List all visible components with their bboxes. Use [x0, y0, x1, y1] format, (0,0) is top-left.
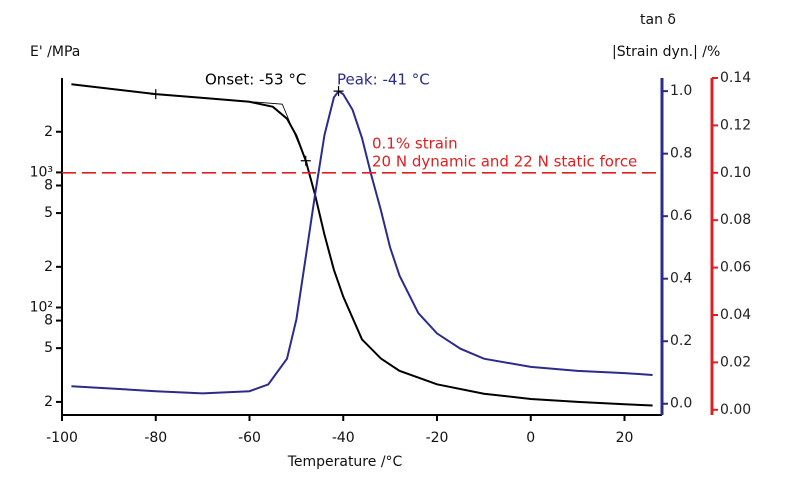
annotation: 0.1% strain: [372, 135, 458, 153]
x-tick-label: 0: [526, 430, 535, 446]
y3-tick-label: 0.12: [720, 117, 751, 133]
x-tick-label: 20: [616, 430, 634, 446]
y-tick-label: 10²: [30, 299, 53, 315]
y2-tick-label: 0.2: [670, 333, 692, 349]
y2-tick-label: 1.0: [670, 83, 692, 99]
annotation: Peak: -41 °C: [337, 71, 430, 89]
y-tick-label: 10³: [30, 164, 53, 180]
y2-tick-label: 0.0: [670, 396, 692, 412]
annotation: Onset: -53 °C: [205, 71, 306, 89]
series-line: [71, 83, 653, 407]
y3-tick-label: 0.10: [720, 165, 751, 181]
crosshair-marker: [150, 89, 161, 100]
crosshair-marker: [333, 86, 344, 97]
y-tick-label: 2: [44, 124, 53, 140]
y3-tick-label: 0.02: [720, 354, 751, 370]
y3-tick-label: 0.00: [720, 402, 751, 418]
x-tick-label: -100: [46, 430, 78, 446]
y2-tick-label: 0.8: [670, 146, 692, 162]
y3-tick-label: 0.14: [720, 70, 751, 86]
y-tick-label: 2: [44, 259, 53, 275]
x-tick-label: -60: [238, 430, 261, 446]
y3-tick-label: 0.04: [720, 307, 751, 323]
y3-axis-title: |Strain dyn.| /%: [612, 44, 720, 60]
x-tick-label: -40: [332, 430, 355, 446]
y2-tick-label: 0.4: [670, 271, 692, 287]
y2-tick-label: 0.6: [670, 208, 692, 224]
y3-tick-label: 0.06: [720, 260, 751, 276]
y-axis-title: E' /MPa: [30, 44, 80, 60]
series-line: [71, 89, 653, 395]
x-axis-title: Temperature /°C: [287, 454, 403, 470]
y-tick-label: 5: [44, 205, 53, 221]
y-tick-label: 5: [44, 340, 53, 356]
y3-tick-label: 0.08: [720, 212, 751, 228]
annotation: 20 N dynamic and 22 N static force: [372, 153, 637, 171]
crosshair-marker: [300, 155, 311, 166]
y-tick-label: 8: [44, 178, 53, 194]
x-tick-label: -80: [144, 430, 167, 446]
y2-axis-title: tan δ: [640, 12, 676, 28]
onset-tangent: [155, 93, 307, 161]
y-tick-label: 8: [44, 313, 53, 329]
x-tick-label: -20: [426, 430, 449, 446]
y-tick-label: 2: [44, 394, 53, 410]
